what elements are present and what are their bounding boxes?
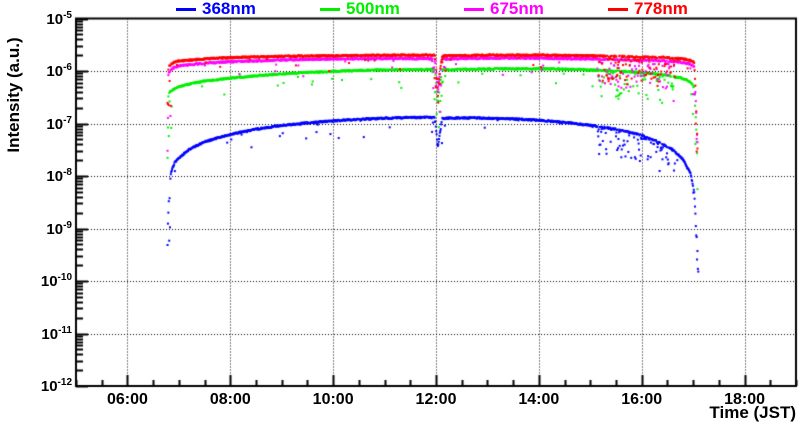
legend-item-500nm: 500nm xyxy=(320,0,400,18)
x-tick-label-12:00: 12:00 xyxy=(415,391,457,408)
y-tick-label-10e-8: 10-8 xyxy=(46,167,72,185)
y-tick-label-10e-10: 10-10 xyxy=(40,272,72,290)
y-tick-label-10e-7: 10-7 xyxy=(46,114,72,133)
x-tick-label-10:00: 10:00 xyxy=(312,391,354,408)
x-tick-label-18:00: 18:00 xyxy=(724,391,766,408)
legend-label-778nm: 778nm xyxy=(634,0,688,18)
legend-line-swatch-500nm xyxy=(320,7,340,11)
x-tick-label-14:00: 14:00 xyxy=(518,391,560,408)
legend-item-778nm: 778nm xyxy=(608,0,688,18)
y-tick-label-10e-12: 10-12 xyxy=(40,377,72,395)
legend-label-675nm: 675nm xyxy=(490,0,544,18)
x-tick-label-16:00: 16:00 xyxy=(621,391,663,408)
y-tick-label-10e-6: 10-6 xyxy=(46,62,72,80)
x-axis-title: Time (JST) xyxy=(709,403,796,422)
legend-label-368nm: 368nm xyxy=(202,0,256,18)
y-tick-label-10e-11: 10-11 xyxy=(41,324,72,343)
legend: 368nm 500nm 675nm 778nm xyxy=(0,0,800,18)
legend-item-368nm: 368nm xyxy=(176,0,256,18)
legend-line-swatch-368nm xyxy=(176,7,196,11)
y-tick-label-10e-5: 10-5 xyxy=(46,9,72,28)
legend-line-swatch-778nm xyxy=(608,7,628,11)
legend-label-500nm: 500nm xyxy=(346,0,400,18)
x-tick-label-08:00: 08:00 xyxy=(209,391,251,408)
y-tick-label-10e-9: 10-9 xyxy=(46,219,72,238)
x-tick-label-06:00: 06:00 xyxy=(106,391,148,408)
y-axis-title: Intensity (a.u.) xyxy=(4,37,23,153)
legend-item-675nm: 675nm xyxy=(464,0,544,18)
legend-line-swatch-675nm xyxy=(464,7,484,11)
